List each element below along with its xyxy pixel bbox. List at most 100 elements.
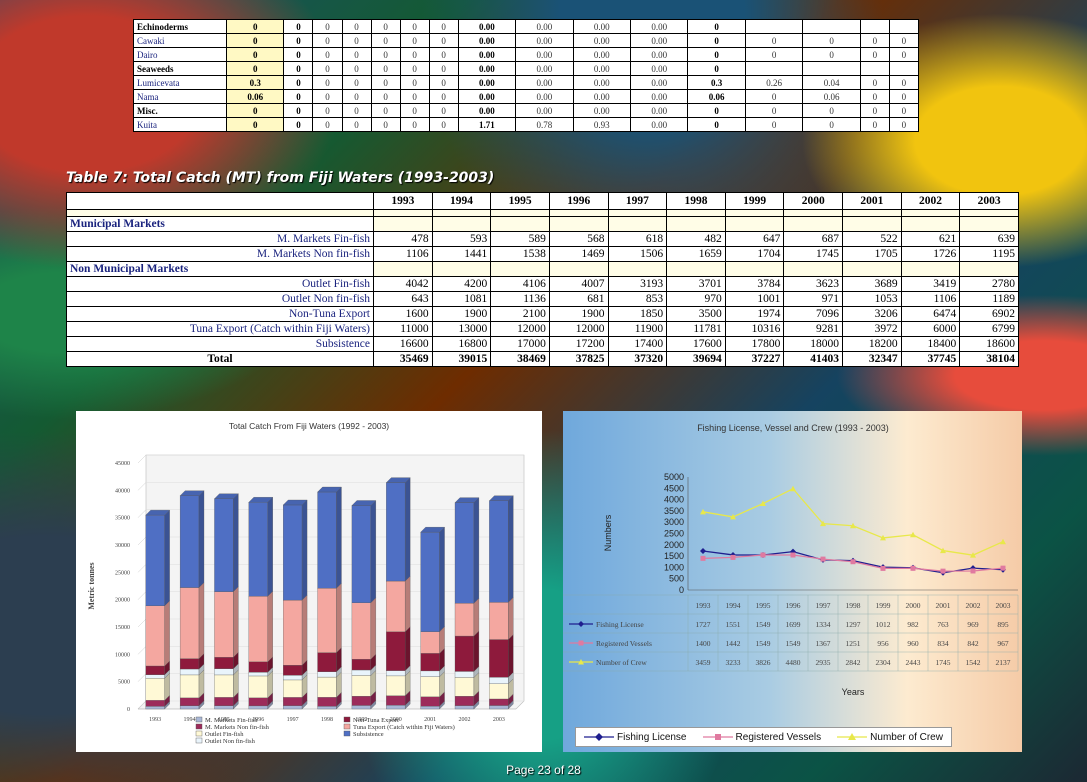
spacer-cell	[724, 209, 785, 217]
bar-segment	[386, 482, 406, 582]
table-value: 982	[907, 620, 919, 629]
value-cell: 17400	[607, 336, 668, 352]
value-cell: 11900	[607, 321, 668, 337]
bar-segment	[283, 665, 303, 676]
total-cell: 32347	[842, 351, 902, 367]
year-header: 1998	[666, 192, 726, 210]
bar-segment	[386, 580, 406, 632]
table-cell: 0	[399, 75, 430, 90]
table-cell: 0.00	[629, 117, 689, 132]
year-header: 1994	[431, 192, 492, 210]
bar-segment-side	[405, 477, 411, 582]
total-label: Total	[66, 351, 374, 367]
table-cell: 0	[428, 19, 459, 34]
bar-top	[351, 500, 377, 506]
value-cell: 568	[548, 231, 609, 247]
table-cell: 0	[283, 19, 314, 34]
value-cell: 16800	[431, 336, 492, 352]
value-cell: 1726	[900, 246, 961, 262]
value-cell: 1538	[490, 246, 550, 262]
table-cell: 0	[370, 61, 401, 76]
x-tick-label: 1995	[218, 717, 230, 723]
section-cell	[959, 216, 1019, 232]
value-cell: 1441	[431, 246, 492, 262]
spacer-cell	[959, 209, 1019, 217]
table-value: 2137	[996, 658, 1011, 667]
legend-item: Number of Crew	[837, 732, 943, 743]
table-cell: 0	[312, 75, 343, 90]
table-cell: 0	[312, 61, 343, 76]
total-catch-table: 1993 1994 1995 1996 1997 1998 1999 2000 2001 2002…	[66, 192, 1019, 367]
bar-segment	[351, 505, 371, 603]
y-axis-title: Metric tonnes	[87, 562, 96, 609]
spacer-cell	[842, 209, 902, 217]
table-cell: 0	[687, 19, 746, 34]
table-value: 1367	[816, 639, 831, 648]
table-cell	[859, 19, 890, 34]
row-label: Seaweeds	[133, 61, 227, 76]
table-cell: 0.00	[572, 75, 632, 90]
year-header: 2003	[959, 192, 1019, 210]
bar-segment	[248, 672, 268, 677]
bar-segment	[351, 675, 371, 697]
table-value: 1442	[726, 639, 741, 648]
value-cell: 1081	[431, 291, 492, 307]
y-tick-label: 0	[127, 707, 130, 713]
species-catch-table: Echinoderms 0 0 0 0 0 0 0 0.00 0.00 0.00 0.00 0 Cawak…	[133, 19, 920, 132]
bar-segment	[248, 661, 268, 673]
value-cell: 12000	[548, 321, 609, 337]
table-legend-marker	[578, 621, 584, 627]
table-value: 2935	[816, 658, 831, 667]
y-tick-label: 1000	[664, 562, 684, 572]
bar-segment-side	[336, 582, 342, 653]
data-point	[790, 552, 796, 558]
value-cell: 6000	[900, 321, 961, 337]
table-cell: 0	[370, 47, 401, 62]
bar-segment	[317, 588, 337, 653]
bar-segment	[248, 697, 268, 707]
bar-segment	[145, 674, 165, 679]
table-cell: 0	[341, 75, 372, 90]
table-cell: 0	[225, 61, 285, 76]
bar-segment	[179, 697, 200, 706]
table-cell: 0	[428, 103, 459, 118]
bar-segment	[420, 532, 440, 632]
legend-label: Fishing License	[617, 731, 687, 743]
value-cell: 482	[666, 231, 726, 247]
value-cell: 687	[783, 231, 843, 247]
legend-label: Subsistence	[353, 731, 384, 738]
value-cell: 1900	[548, 306, 609, 322]
table-value: 1551	[726, 620, 741, 629]
table-cell: 0.00	[572, 89, 632, 104]
table-row: Subsistence 16600 16800 17000 17200 17400 1760…	[66, 336, 1019, 352]
legend-label: Registered Vessels	[735, 731, 822, 743]
legend-label: Outlet Non fin-fish	[205, 738, 256, 745]
line-chart-legend: Fishing License Registered Vessels Number …	[575, 727, 952, 747]
table-cell: 0	[370, 75, 401, 90]
bar-segment	[179, 658, 200, 670]
legend-swatch	[584, 733, 615, 741]
bar-segment-side	[233, 493, 239, 592]
row-label: Outlet Non fin-fish	[66, 291, 374, 307]
x-tick-label: 1997	[816, 601, 831, 610]
bar-segment	[454, 677, 475, 697]
bar-segment	[145, 706, 165, 710]
value-cell: 639	[959, 231, 1019, 247]
table-cell: 0	[225, 117, 285, 132]
table-cell: 0	[888, 103, 920, 118]
table-cell: 0.06	[802, 89, 861, 104]
bar-segment-side	[508, 495, 514, 603]
gridline	[137, 482, 147, 491]
table-cell: 0	[341, 117, 372, 132]
legend-swatch	[343, 730, 351, 737]
bar-segment	[214, 591, 234, 658]
data-point	[820, 556, 826, 562]
y-tick-label: 40000	[115, 488, 130, 494]
value-cell: 971	[783, 291, 843, 307]
bar-segment-side	[267, 496, 273, 597]
table-cell: 0.00	[572, 19, 632, 34]
table-cell: 0	[687, 103, 746, 118]
table-cell: 0	[341, 47, 372, 62]
gridline	[137, 646, 147, 655]
bar-segment	[489, 705, 509, 710]
